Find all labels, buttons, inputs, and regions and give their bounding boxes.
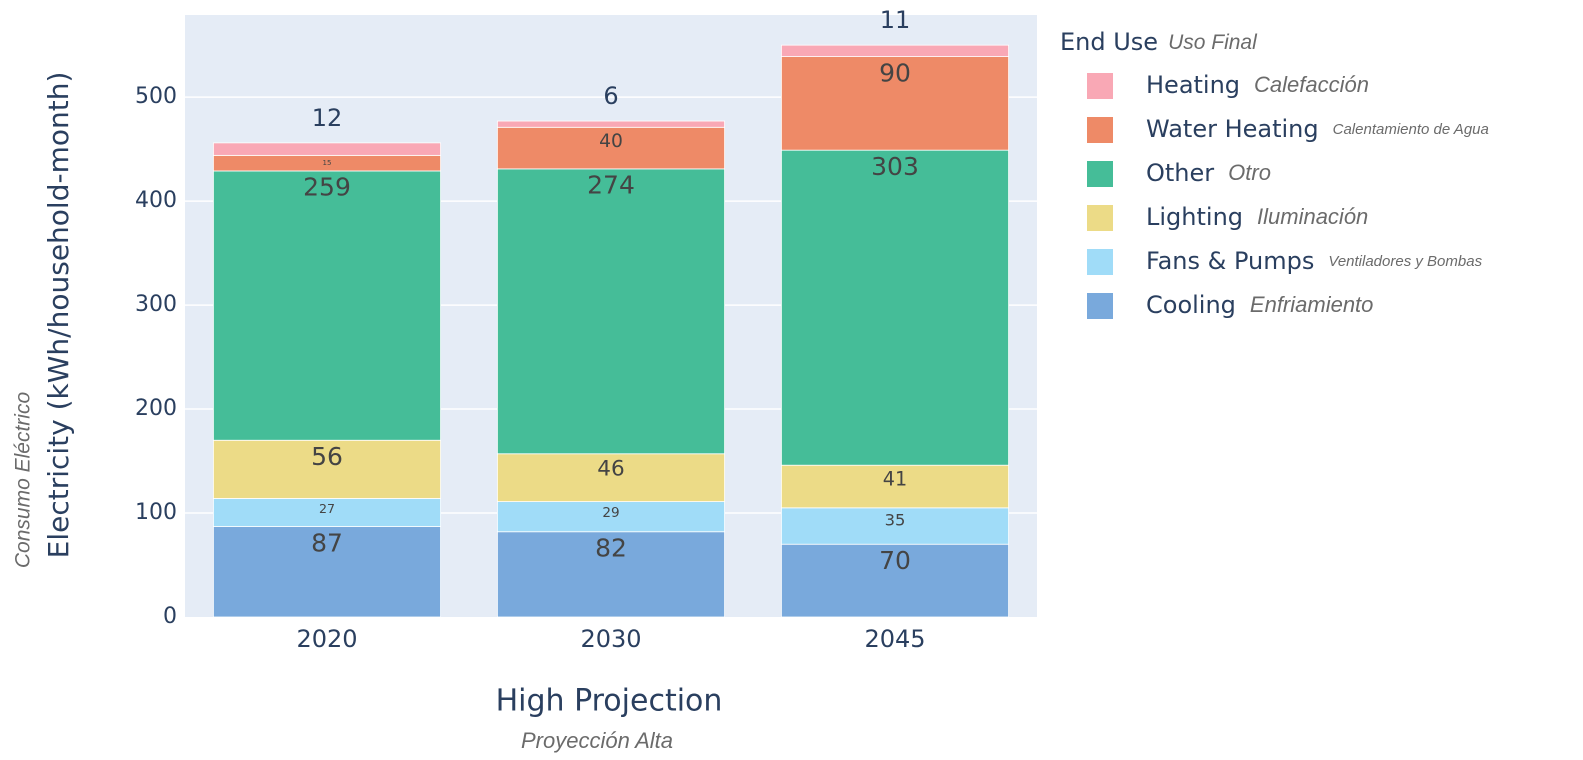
- y-tick-label: 0: [163, 604, 177, 629]
- y-tick-label: 500: [135, 84, 177, 109]
- bar-segment: [781, 56, 1010, 151]
- legend-entry: Other Otro: [1146, 159, 1271, 187]
- legend-name: Lighting: [1146, 203, 1243, 231]
- legend-name: Other: [1146, 159, 1214, 187]
- y-tick-label: 100: [135, 500, 177, 525]
- legend-swatch: [1087, 73, 1113, 99]
- x-tick-label: 2020: [296, 625, 357, 653]
- data-label: 70: [879, 546, 911, 575]
- bar-segment: [496, 168, 725, 455]
- x-tick-label: 2045: [864, 625, 925, 653]
- data-label: 87: [311, 528, 343, 557]
- bar-segment: [781, 464, 1010, 509]
- bar-segment: [781, 44, 1010, 57]
- y-tick-label: 400: [135, 188, 177, 213]
- bar-segment: [496, 531, 725, 618]
- y-axis-subtitle: Consumo Eléctrico: [12, 392, 35, 569]
- data-label: 82: [595, 533, 627, 562]
- bar-segment: [212, 439, 441, 499]
- data-label: 41: [883, 467, 907, 490]
- legend-name-sub: Otro: [1228, 160, 1271, 185]
- y-axis-title: Electricity (kWh/household-month): [42, 72, 75, 559]
- bar-segment: [496, 120, 725, 128]
- data-label: 27: [319, 501, 335, 516]
- legend-swatch: [1087, 249, 1113, 275]
- data-label: 12: [312, 104, 343, 132]
- legend-title: End Use Uso Final: [1060, 28, 1258, 56]
- legend-name-sub: Calefacción: [1254, 72, 1369, 97]
- legend-title-sub: Uso Final: [1168, 31, 1258, 54]
- legend-swatch: [1087, 117, 1113, 143]
- bar-segment: [496, 501, 725, 533]
- data-label: 259: [303, 173, 351, 202]
- legend-entry: Heating Calefacción: [1146, 71, 1369, 99]
- bar-segment: [781, 543, 1010, 618]
- bar-segment: [212, 526, 441, 618]
- legend-name: Cooling: [1146, 291, 1236, 319]
- bar-segment: [781, 507, 1010, 545]
- legend-name: Fans & Pumps: [1146, 247, 1314, 275]
- data-label: 56: [311, 442, 343, 471]
- legend-name: Heating: [1146, 71, 1240, 99]
- legend-title-text: End Use: [1060, 28, 1158, 56]
- bar-segment: [212, 170, 441, 441]
- data-label: 29: [602, 505, 619, 521]
- x-axis-title: High Projection: [496, 684, 723, 719]
- data-label: 274: [587, 171, 635, 200]
- data-label: 6: [603, 82, 618, 110]
- x-tick-label: 2030: [580, 625, 641, 653]
- legend-swatch: [1087, 205, 1113, 231]
- bar-segment: [781, 149, 1010, 466]
- legend-name-sub: Calentamiento de Agua: [1333, 121, 1489, 138]
- legend-name-sub: Ventiladores y Bombas: [1328, 253, 1482, 270]
- y-tick-label: 200: [135, 396, 177, 421]
- legend-name-sub: Enfriamiento: [1250, 292, 1374, 317]
- legend-swatch: [1087, 293, 1113, 319]
- x-axis-subtitle: Proyección Alta: [521, 728, 673, 753]
- legend-swatch: [1087, 161, 1113, 187]
- data-label: 40: [599, 131, 623, 152]
- legend-entry: Cooling Enfriamiento: [1146, 291, 1373, 319]
- bar-segment: [212, 498, 441, 527]
- legend-name: Water Heating: [1146, 115, 1319, 143]
- legend-entry: Fans & Pumps Ventiladores y Bombas: [1146, 247, 1483, 275]
- legend-entry: Lighting Iluminación: [1146, 203, 1368, 231]
- bar-segment: [212, 142, 441, 156]
- data-label: 46: [597, 457, 624, 482]
- bar-segment: [496, 126, 725, 170]
- y-tick-label: 300: [135, 292, 177, 317]
- data-label: 303: [871, 152, 919, 181]
- data-label: 35: [885, 510, 906, 529]
- data-label: 11: [880, 6, 911, 34]
- data-label: 15: [323, 158, 332, 167]
- legend-entry: Water Heating Calentamiento de Agua: [1146, 115, 1489, 143]
- legend-name-sub: Iluminación: [1257, 204, 1368, 229]
- data-label: 90: [879, 58, 911, 87]
